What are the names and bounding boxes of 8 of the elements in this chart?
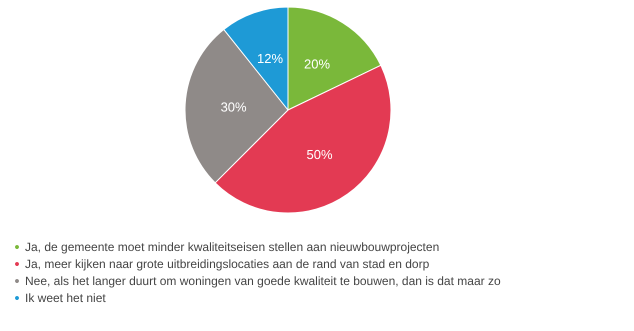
data-label: 30% <box>220 99 248 114</box>
data-label: 12% <box>256 51 284 66</box>
data-label: 20% <box>304 56 330 72</box>
legend-label: Ik weet het niet <box>25 291 106 305</box>
legend-label: Ja, meer kijken naar grote uitbreidingslocaties aan de rand van stad en dorp <box>25 257 430 271</box>
data-label: 50% <box>306 146 333 162</box>
legend-label: Ja, de gemeente moet minder kwaliteitseisen stellen aan nieuwbouwprojecten <box>25 240 440 254</box>
legend-label: Nee, als het langer duurt om woningen van goede kwaliteit te bouwen, dan is dat maar zo <box>25 274 501 288</box>
